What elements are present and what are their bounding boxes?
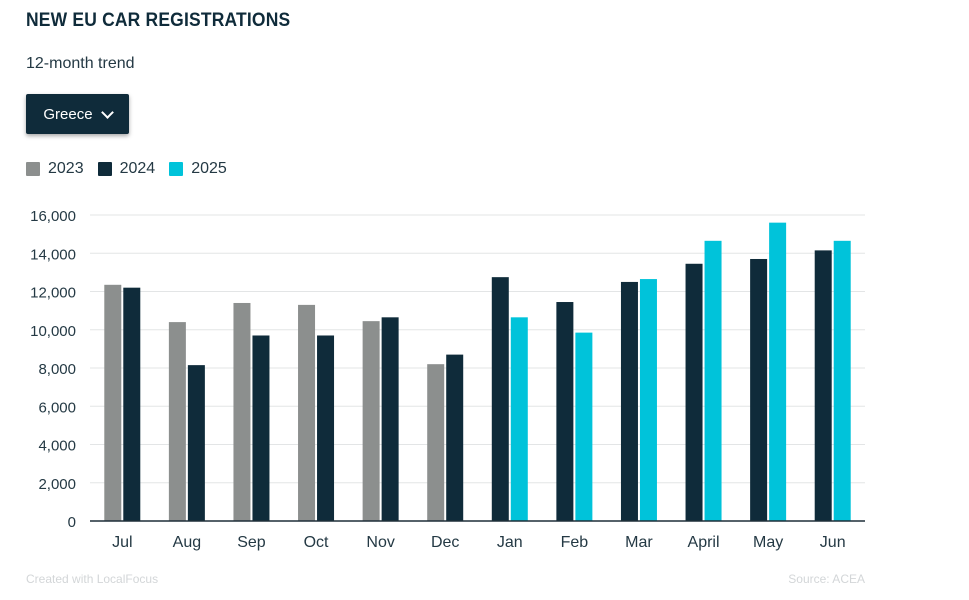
y-tick-label: 16,000 [30,208,76,225]
bar-2025-jan[interactable] [510,317,528,521]
bar-2023-jul[interactable] [104,284,122,521]
chart-title: NEW EU CAR REGISTRATIONS [26,10,291,31]
bar-2024-oct[interactable] [317,335,335,521]
legend-swatch-2024 [97,162,112,176]
source-text: Source: ACEA [788,572,865,586]
y-tick-label: 2,000 [38,476,76,493]
bar-2024-jul[interactable] [123,287,141,521]
bar-2024-jan[interactable] [491,277,509,521]
bar-2023-aug[interactable] [168,322,186,521]
bar-2024-nov[interactable] [381,317,399,521]
x-tick-label: Feb [561,534,589,551]
y-tick-label: 4,000 [38,438,76,455]
bar-2023-sep[interactable] [233,302,251,521]
bar-2024-may[interactable] [750,258,768,521]
bar-2024-feb[interactable] [556,302,574,521]
bar-2025-april[interactable] [704,240,722,521]
y-tick-label: 6,000 [38,399,76,416]
legend-item-2025[interactable]: 2025 [169,160,227,178]
bar-2023-oct[interactable] [298,304,316,521]
bar-2024-april[interactable] [685,263,703,521]
bar-2024-aug[interactable] [187,365,205,521]
country-dropdown[interactable]: Greece [26,94,129,134]
bar-2023-nov[interactable] [362,321,380,521]
x-tick-label: Sep [237,534,266,551]
credit-text: Created with LocalFocus [26,572,159,586]
y-tick-label: 8,000 [38,361,76,378]
x-tick-label: April [688,534,720,551]
x-tick-label: Dec [431,534,459,551]
legend-label-2024: 2024 [119,160,156,177]
bar-2024-sep[interactable] [252,335,270,521]
bar-2024-jun[interactable] [814,250,832,521]
x-tick-label: Jul [112,534,132,551]
legend-label-2023: 2023 [48,160,84,177]
y-tick-label: 12,000 [30,285,76,302]
x-tick-label: Oct [304,534,329,551]
x-tick-label: May [753,534,783,551]
x-tick-label: Mar [625,534,653,551]
bar-2025-jun[interactable] [833,240,851,521]
bar-2024-dec[interactable] [446,354,464,521]
x-tick-label: Jan [497,534,523,551]
bar-2025-mar[interactable] [639,279,657,521]
legend-item-2024[interactable]: 2024 [97,160,156,178]
legend-swatch-2023 [26,162,40,176]
country-dropdown-label: Greece [43,105,93,123]
legend-swatch-2025 [169,162,184,176]
y-tick-label: 10,000 [30,323,76,340]
legend-item-2023[interactable]: 2023 [26,160,84,178]
legend-label-2025: 2025 [191,160,227,177]
bar-2025-feb[interactable] [575,332,593,521]
x-tick-label: Nov [366,534,394,551]
y-tick-label: 0 [68,514,76,531]
chart-subtitle: 12-month trend [26,55,135,72]
x-tick-label: Aug [173,534,201,551]
x-tick-label: Jun [820,534,846,551]
bar-2024-mar[interactable] [620,281,638,521]
chart-legend: 2023 2024 2025 [26,160,227,178]
y-tick-label: 14,000 [30,246,76,263]
bar-2025-may[interactable] [769,222,787,521]
bar-2023-dec[interactable] [427,364,445,521]
